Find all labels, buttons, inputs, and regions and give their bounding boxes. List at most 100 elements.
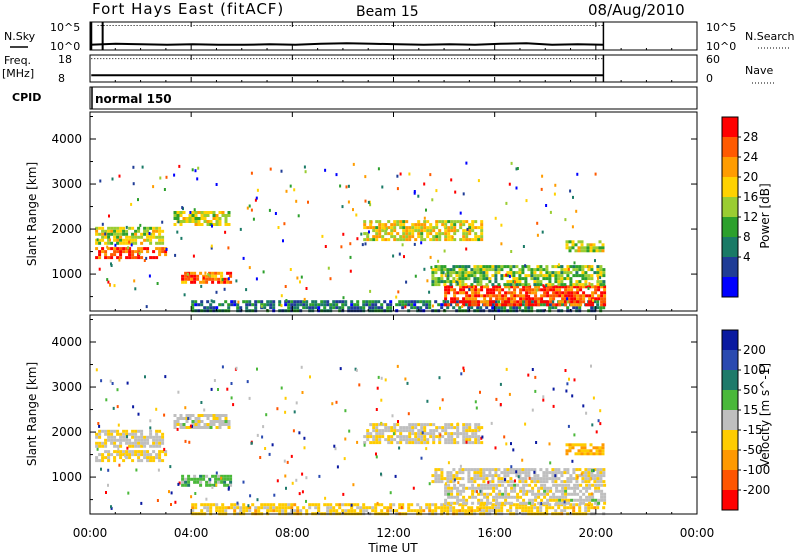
data-cell <box>549 210 552 214</box>
data-cell <box>284 396 287 400</box>
data-cell <box>218 417 222 420</box>
data-cell <box>218 506 222 510</box>
data-cell <box>570 486 574 490</box>
velocity-colorbar-segment <box>722 410 738 431</box>
data-cell <box>191 220 195 223</box>
data-cell <box>533 470 536 474</box>
data-cell <box>501 303 505 307</box>
data-cell <box>125 456 129 460</box>
data-cell <box>413 190 416 193</box>
data-cell <box>542 268 546 272</box>
data-cell <box>595 246 599 250</box>
data-cell <box>223 287 226 291</box>
data-cell <box>449 471 453 475</box>
data-cell <box>578 506 582 510</box>
data-cell <box>188 217 192 220</box>
data-cell <box>564 489 568 493</box>
data-cell <box>214 474 218 478</box>
data-cell <box>473 468 477 472</box>
data-cell <box>393 223 397 227</box>
data-cell <box>447 501 451 505</box>
data-cell <box>307 200 309 204</box>
data-cell <box>471 441 475 445</box>
data-cell <box>309 303 312 307</box>
data-cell <box>494 216 497 220</box>
data-cell <box>98 429 102 433</box>
data-cell <box>462 223 466 227</box>
data-cell <box>155 438 159 442</box>
data-cell <box>386 303 390 307</box>
data-cell <box>494 474 498 478</box>
data-cell <box>543 288 547 292</box>
data-cell <box>578 280 582 284</box>
data-cell <box>375 408 378 411</box>
data-cell <box>422 303 426 307</box>
data-cell <box>560 280 564 284</box>
data-cell <box>527 468 531 472</box>
data-cell <box>206 417 210 420</box>
data-cell <box>375 441 379 445</box>
data-cell <box>554 468 558 472</box>
data-cell <box>504 300 508 304</box>
data-cell <box>100 379 103 383</box>
data-cell <box>161 241 165 245</box>
data-cell <box>578 283 582 287</box>
data-cell <box>569 503 573 507</box>
data-cell <box>537 492 541 496</box>
data-cell <box>405 429 409 433</box>
data-cell <box>194 217 198 220</box>
data-cell <box>375 423 379 427</box>
data-cell <box>200 401 203 404</box>
data-cell <box>303 165 306 169</box>
data-cell <box>170 491 173 495</box>
data-cell <box>227 506 231 510</box>
data-cell <box>602 306 606 310</box>
data-cell <box>600 489 604 493</box>
data-cell <box>468 300 472 304</box>
data-cell <box>95 441 99 445</box>
data-cell <box>572 265 576 269</box>
data-cell <box>528 295 531 298</box>
data-cell <box>378 438 382 442</box>
data-cell <box>554 280 558 284</box>
data-cell <box>176 423 180 426</box>
data-cell <box>291 481 294 485</box>
data-cell <box>390 426 394 430</box>
data-cell <box>417 441 421 445</box>
data-cell <box>113 250 117 254</box>
data-cell <box>576 300 580 304</box>
data-cell <box>548 277 552 281</box>
data-cell <box>536 233 539 237</box>
data-cell <box>348 429 351 433</box>
data-cell <box>455 509 459 513</box>
data-cell <box>399 432 403 436</box>
data-cell <box>396 364 399 368</box>
data-cell <box>286 460 289 464</box>
data-cell <box>149 456 153 460</box>
data-cell <box>447 432 451 436</box>
freq-unit-label: [MHz] <box>2 67 34 80</box>
data-cell <box>146 453 150 457</box>
data-cell <box>425 208 427 212</box>
data-cell <box>311 303 315 307</box>
data-cell <box>461 506 465 510</box>
data-cell <box>230 506 234 510</box>
data-cell <box>555 498 559 502</box>
power-colorbar-segment <box>722 237 738 258</box>
data-cell <box>405 226 409 230</box>
data-cell <box>489 297 493 301</box>
data-cell <box>503 471 507 475</box>
data-cell <box>125 450 129 454</box>
data-cell <box>290 306 294 310</box>
data-cell <box>570 300 574 304</box>
data-cell <box>386 506 390 510</box>
data-cell <box>321 234 324 238</box>
data-cell <box>507 492 511 496</box>
data-cell <box>577 249 581 253</box>
data-cell <box>576 303 580 307</box>
data-cell <box>536 509 540 513</box>
data-cell <box>507 483 511 487</box>
data-cell <box>119 232 123 236</box>
data-cell <box>461 277 465 281</box>
